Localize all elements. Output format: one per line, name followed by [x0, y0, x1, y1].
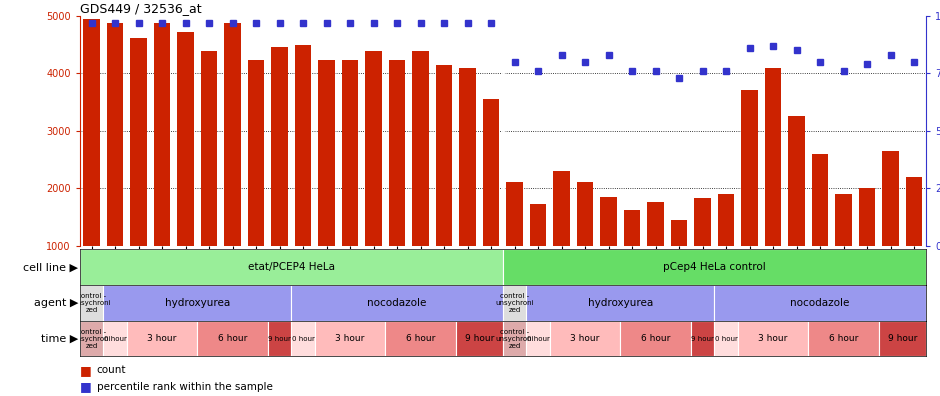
Bar	[103, 285, 291, 321]
Text: 9 hour: 9 hour	[268, 335, 291, 342]
Text: hydroxyurea: hydroxyurea	[588, 298, 653, 308]
Bar	[80, 249, 503, 285]
Bar	[836, 194, 852, 246]
Bar	[808, 321, 879, 356]
Text: nocodazole: nocodazole	[791, 298, 850, 308]
Text: etat/PCEP4 HeLa: etat/PCEP4 HeLa	[248, 262, 335, 272]
Bar	[879, 321, 926, 356]
Bar	[201, 51, 217, 246]
Bar	[718, 194, 734, 246]
Bar	[507, 182, 523, 246]
Bar	[671, 220, 687, 246]
Text: ■: ■	[80, 364, 92, 377]
Bar	[530, 204, 546, 246]
Text: 6 hour: 6 hour	[829, 334, 858, 343]
Bar	[366, 51, 382, 246]
Text: 0 hour: 0 hour	[526, 335, 550, 342]
Bar	[883, 151, 899, 246]
Text: pCep4 HeLa control: pCep4 HeLa control	[663, 262, 766, 272]
Text: count: count	[97, 365, 126, 375]
Text: hydroxyurea: hydroxyurea	[164, 298, 230, 308]
Bar	[389, 60, 405, 246]
Text: 6 hour: 6 hour	[406, 334, 435, 343]
Bar	[178, 32, 194, 246]
Bar	[503, 285, 526, 321]
Bar	[248, 60, 264, 246]
Bar	[691, 321, 714, 356]
Bar	[80, 285, 103, 321]
Bar	[550, 321, 620, 356]
Text: control -
unsychroni
zed: control - unsychroni zed	[495, 329, 534, 348]
Text: cell line ▶: cell line ▶	[23, 262, 78, 272]
Bar	[107, 23, 123, 246]
Text: 3 hour: 3 hour	[336, 334, 365, 343]
Text: control -
unsychroni
zed: control - unsychroni zed	[72, 293, 111, 313]
Bar	[554, 171, 570, 246]
Text: control -
unsychroni
zed: control - unsychroni zed	[72, 329, 111, 348]
Bar	[319, 60, 335, 246]
Bar	[291, 321, 315, 356]
Bar	[268, 321, 291, 356]
Text: 9 hour: 9 hour	[887, 334, 917, 343]
Bar	[272, 48, 288, 246]
Bar	[315, 321, 385, 356]
Bar	[695, 198, 711, 246]
Text: GDS449 / 32536_at: GDS449 / 32536_at	[80, 2, 201, 15]
Text: 9 hour: 9 hour	[691, 335, 714, 342]
Text: 6 hour: 6 hour	[641, 334, 670, 343]
Bar	[385, 321, 456, 356]
Bar	[456, 321, 503, 356]
Bar	[906, 177, 922, 246]
Bar	[738, 321, 808, 356]
Bar	[131, 38, 147, 246]
Bar	[601, 197, 617, 246]
Bar	[812, 154, 828, 246]
Bar	[620, 321, 691, 356]
Text: nocodazole: nocodazole	[368, 298, 427, 308]
Bar	[742, 90, 758, 246]
Bar	[127, 321, 197, 356]
Text: 0 hour: 0 hour	[291, 335, 315, 342]
Bar	[789, 116, 805, 246]
Text: time ▶: time ▶	[40, 333, 78, 344]
Bar	[526, 285, 714, 321]
Bar	[436, 65, 452, 246]
Text: control -
unsychroni
zed: control - unsychroni zed	[495, 293, 534, 313]
Text: 3 hour: 3 hour	[571, 334, 600, 343]
Bar	[460, 67, 476, 246]
Text: 9 hour: 9 hour	[464, 334, 494, 343]
Text: 0 hour: 0 hour	[103, 335, 127, 342]
Bar	[503, 249, 926, 285]
Text: 6 hour: 6 hour	[218, 334, 247, 343]
Bar	[648, 202, 664, 246]
Text: agent ▶: agent ▶	[34, 298, 78, 308]
Bar	[483, 99, 499, 246]
Text: 3 hour: 3 hour	[148, 334, 177, 343]
Bar	[197, 321, 268, 356]
Bar	[503, 321, 526, 356]
Bar	[714, 285, 926, 321]
Bar	[80, 321, 103, 356]
Bar	[577, 182, 593, 246]
Bar	[154, 23, 170, 246]
Bar	[225, 23, 241, 246]
Bar	[526, 321, 550, 356]
Bar	[84, 19, 100, 246]
Bar	[413, 51, 429, 246]
Text: 0 hour: 0 hour	[714, 335, 738, 342]
Text: percentile rank within the sample: percentile rank within the sample	[97, 382, 273, 392]
Bar	[859, 188, 875, 246]
Bar	[295, 44, 311, 246]
Bar	[714, 321, 738, 356]
Bar	[342, 60, 358, 246]
Text: 3 hour: 3 hour	[759, 334, 788, 343]
Bar	[291, 285, 503, 321]
Bar	[103, 321, 127, 356]
Bar	[624, 210, 640, 246]
Bar	[765, 67, 781, 246]
Text: ■: ■	[80, 381, 92, 394]
